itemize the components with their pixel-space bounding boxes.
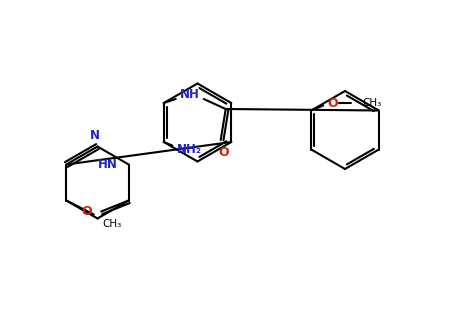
Text: N: N [90, 129, 100, 142]
Text: CH₃: CH₃ [103, 218, 122, 228]
Text: CH₃: CH₃ [362, 98, 381, 108]
Text: NH: NH [180, 87, 200, 100]
Text: O: O [82, 205, 93, 218]
Text: HN: HN [98, 158, 118, 171]
Text: O: O [327, 96, 337, 110]
Text: O: O [218, 146, 228, 159]
Text: NH₂: NH₂ [177, 143, 202, 156]
